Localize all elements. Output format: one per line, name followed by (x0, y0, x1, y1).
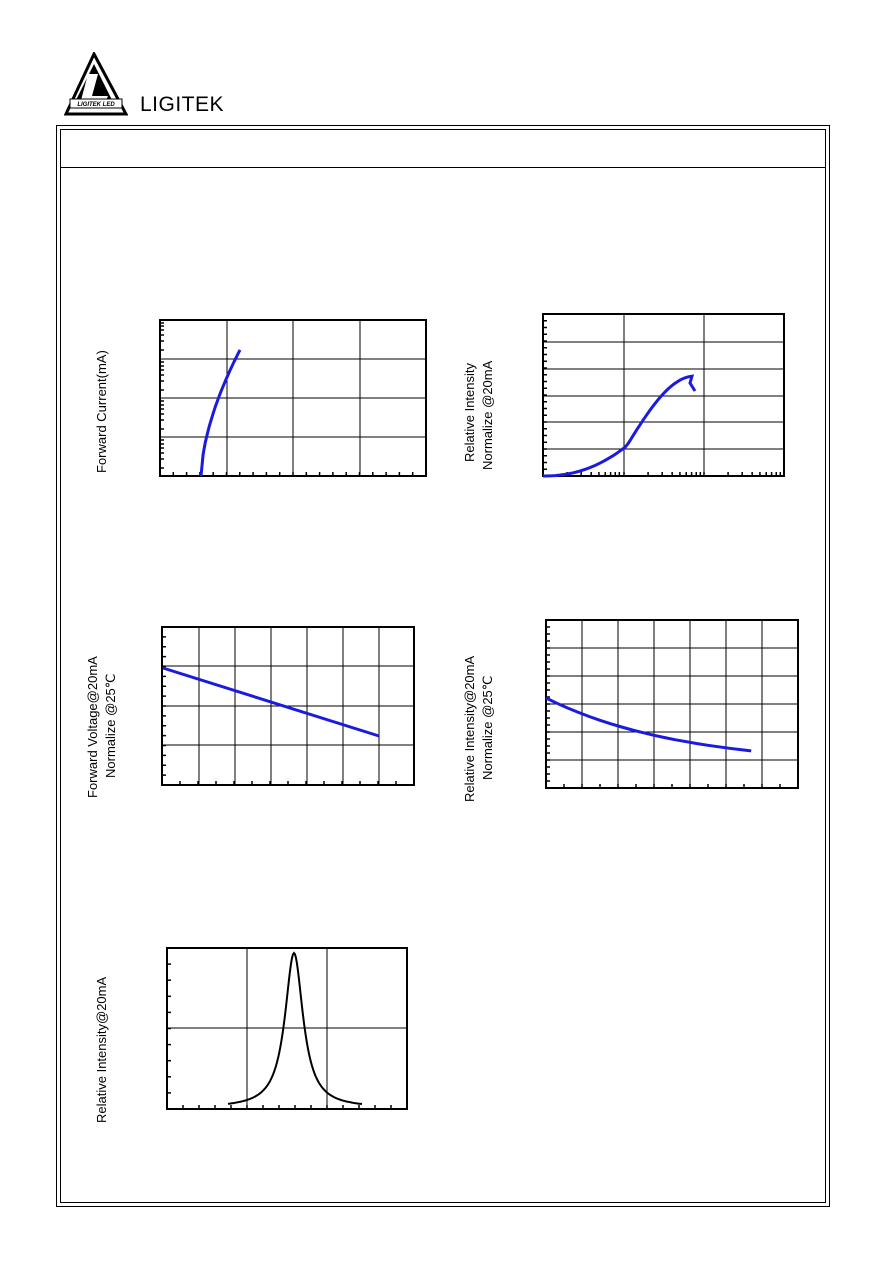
plot-frame (159, 319, 427, 477)
chart2-curve (543, 374, 697, 478)
chart1-grid (159, 319, 427, 477)
chart2-ylabel-line1: Relative Intensity (462, 363, 477, 462)
svg-text:LIGITEK LED: LIGITEK LED (77, 102, 115, 108)
chart3-ylabel-line2: Normalize @25℃ (103, 674, 118, 778)
chart5-curve (227, 951, 363, 1105)
chart2-ylabel-line2: Normalize @20mA (480, 360, 495, 470)
chart3-ylabel-line1: Forward Voltage@20mA (85, 656, 100, 798)
chart-forward-voltage-temperature: Forward Voltage@20mA Normalize @25℃ (85, 626, 415, 798)
chart-spectrum: Relative Intensity@20mA (94, 947, 408, 1123)
title-bar-divider (61, 167, 825, 168)
plot-frame (542, 313, 785, 477)
plot-frame (545, 619, 799, 789)
document-frame-inner (60, 129, 826, 1203)
chart-forward-current: Forward Current(mA) (94, 319, 427, 477)
chart2-grid (542, 313, 785, 477)
chart-relative-intensity-current: Relative Intensity Normalize @20mA (462, 313, 785, 478)
chart5-grid (166, 947, 408, 1110)
ligitek-logo: LIGITEK LED (63, 50, 129, 118)
plot-frame (161, 626, 415, 786)
document-frame-outer (56, 125, 830, 1207)
chart1-curve (199, 349, 242, 477)
chart1-ylabel: Forward Current(mA) (94, 350, 109, 473)
brand-name: LIGITEK (140, 93, 225, 116)
chart4-grid (545, 619, 799, 789)
chart3-curve (162, 666, 380, 738)
chart-relative-intensity-temperature: Relative Intensity@20mA Normalize @25℃ (462, 619, 799, 802)
plot-frame (166, 947, 408, 1110)
chart5-ylabel: Relative Intensity@20mA (94, 977, 109, 1123)
chart4-ylabel-line1: Relative Intensity@20mA (462, 656, 477, 802)
chart3-grid (161, 626, 415, 786)
chart4-ylabel-line2: Normalize @25℃ (480, 676, 495, 780)
chart4-curve (545, 696, 752, 753)
